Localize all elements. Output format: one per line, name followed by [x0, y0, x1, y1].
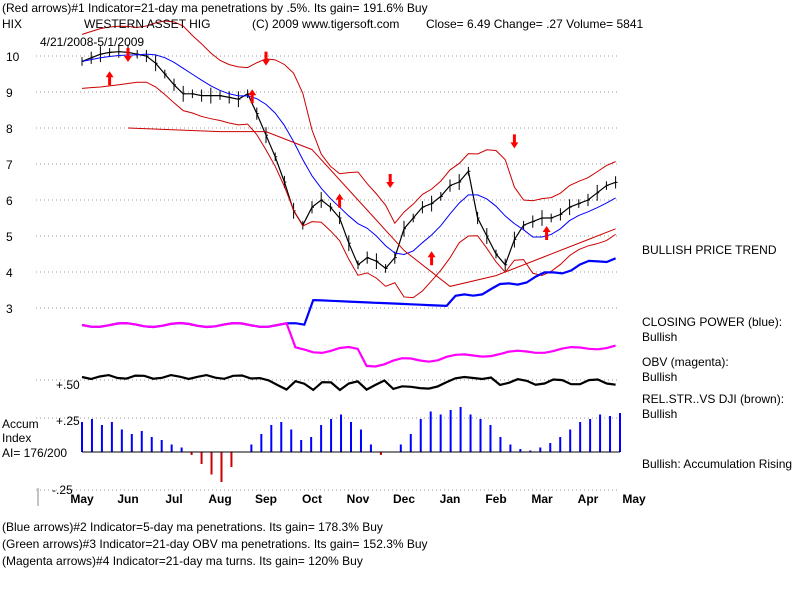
accum-title: Accum [2, 417, 39, 431]
y-tick-label: 4 [6, 266, 13, 280]
x-tick-label: Apr [578, 492, 599, 506]
sell-arrow-icon [262, 51, 270, 66]
x-axis: May Jun Jul Aug Sep Oct Nov Dec Jan Feb Mar Apr May [37, 488, 646, 506]
quote-text: Close= 6.49 Change= .27 Volume= 5841 [426, 17, 644, 31]
x-tick-label: Jul [165, 492, 182, 506]
rel-str-line [81, 373, 616, 392]
closing-power-line [81, 257, 617, 329]
indicator-panel [81, 257, 617, 392]
indicator-1-text: (Red arrows)#1 Indicator=21-day ma penet… [2, 1, 428, 15]
y-tick-label: 10 [6, 50, 20, 64]
indicator-3-text: (Green arrows)#3 Indicator=21-day OBV ma… [2, 537, 428, 551]
obv-title: OBV (magenta): [642, 355, 729, 369]
y-tick-label: 8 [6, 122, 13, 136]
x-tick-label: Dec [393, 492, 415, 506]
price-line [81, 51, 616, 270]
x-tick-label: Jun [117, 492, 138, 506]
sell-arrow-icon [510, 134, 519, 149]
buy-arrow-icon [542, 226, 551, 240]
accum-negative-level: -.25 [52, 483, 73, 497]
y-tick-label: 6 [6, 194, 13, 208]
moving-average-line [81, 53, 616, 256]
x-tick-label: Feb [485, 492, 506, 506]
long-ma-line [127, 127, 616, 287]
y-tick-label: 3 [6, 302, 13, 316]
x-tick-label: Jan [440, 492, 461, 506]
date-range: 4/21/2008-5/1/2009 [40, 35, 145, 49]
company-name: WESTERN ASSET HIG [84, 17, 211, 31]
obv-value: Bullish [642, 370, 678, 384]
rel-str-title: REL.STR..VS DJI (brown): [642, 392, 785, 406]
buy-arrow-icon [335, 193, 344, 208]
upper-band-line [81, 20, 616, 225]
indicator-2-text: (Blue arrows)#2 Indicator=5-day ma penet… [2, 520, 383, 534]
x-tick-label: Aug [208, 492, 231, 506]
ticker-label: HIX [2, 17, 23, 31]
accum-panel [81, 407, 621, 482]
accum-positive-level: +.25 [56, 414, 80, 428]
y-tick-label: 9 [6, 86, 13, 100]
obv-line [81, 321, 616, 368]
sell-arrow-icon [386, 174, 395, 188]
trend-label: BULLISH PRICE TREND [642, 243, 777, 257]
copyright-text: (C) 2009 www.tigersoft.com [252, 17, 400, 31]
rel-str-level: +.50 [56, 378, 80, 392]
ai-value: AI= 176/200 [2, 446, 68, 460]
x-tick-label: Oct [302, 492, 322, 506]
buy-arrow-icon [427, 251, 436, 266]
indicator-4-text: (Magenta arrows)#4 Indicator=21-day ma t… [2, 554, 363, 568]
y-axis: 10 9 8 7 6 5 4 3 [6, 50, 20, 316]
closing-power-value: Bullish [642, 330, 678, 344]
buy-arrow-icon [248, 89, 257, 104]
accum-note: Bullish: Accumulation Rising [642, 457, 793, 471]
buy-arrow-icon [105, 71, 114, 86]
closing-power-title: CLOSING POWER (blue): [642, 315, 783, 329]
price-panel [81, 20, 618, 299]
index-title: Index [2, 431, 32, 445]
x-tick-label: May [70, 492, 94, 506]
y-tick-label: 5 [6, 230, 13, 244]
rel-str-value: Bullish [642, 407, 678, 421]
y-tick-label: 7 [6, 158, 13, 172]
x-tick-label: Sep [255, 492, 277, 506]
x-tick-label: Nov [347, 492, 370, 506]
sell-arrow-icon [124, 48, 132, 62]
x-tick-label: Mar [531, 492, 553, 506]
gridlines [36, 55, 620, 491]
lower-band-line [81, 81, 616, 299]
x-tick-label: May [622, 492, 646, 506]
